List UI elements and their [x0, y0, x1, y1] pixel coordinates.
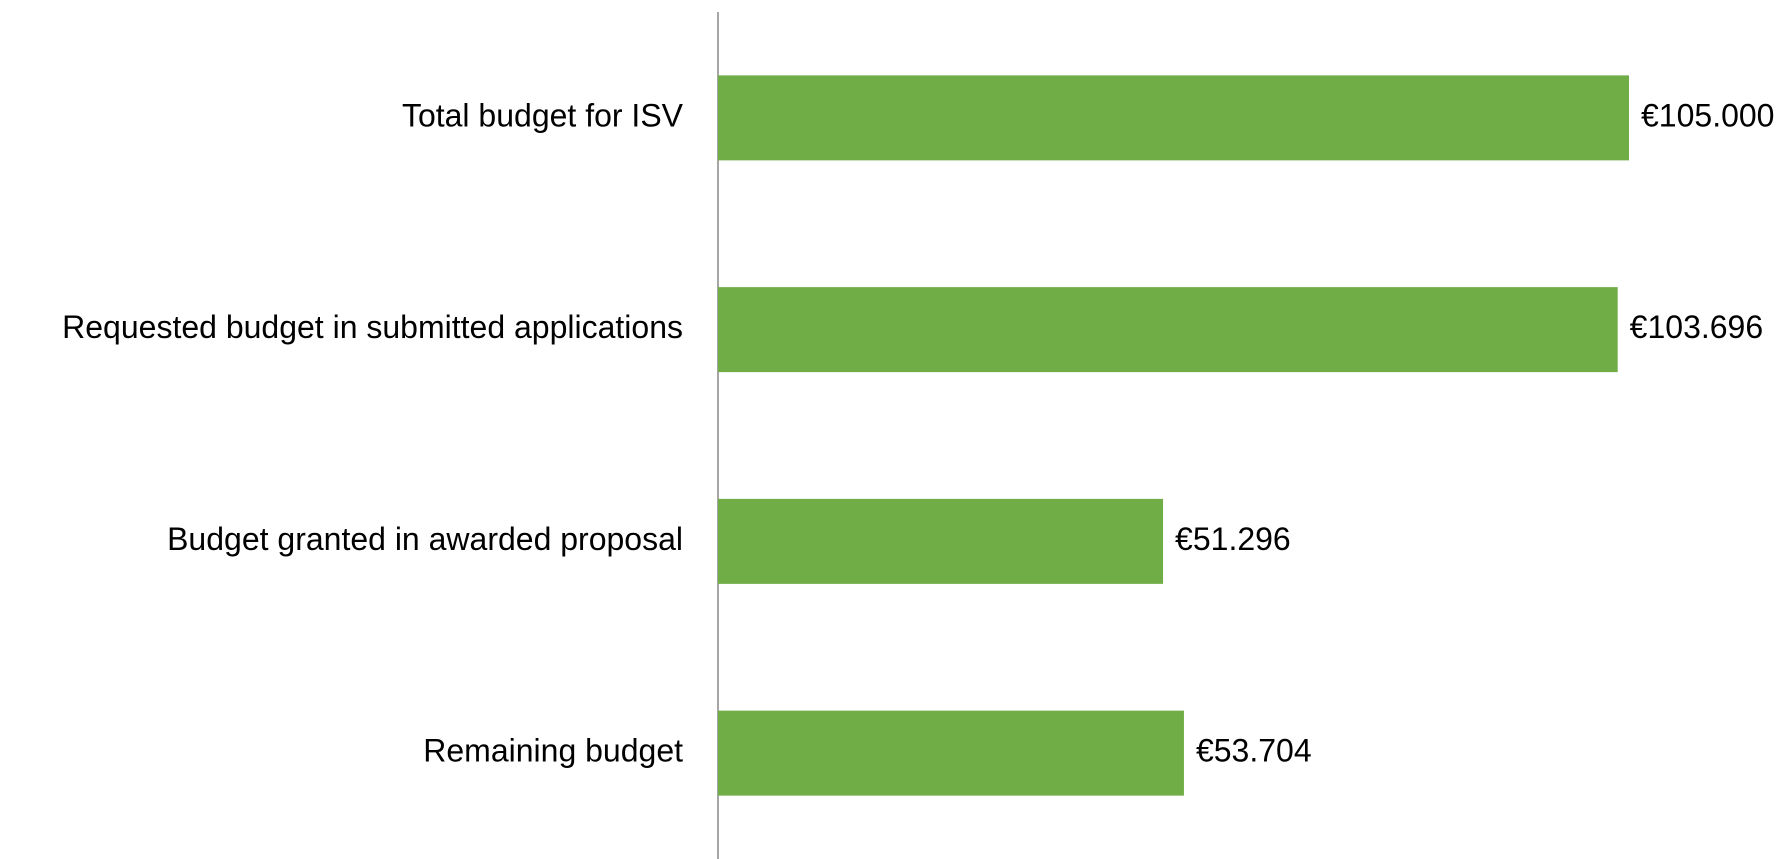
bar [718, 75, 1629, 161]
bar [718, 287, 1618, 373]
category-label: Budget granted in awarded proposal [167, 521, 683, 557]
value-label: €105.000 [1641, 97, 1774, 133]
value-label: €103.696 [1630, 309, 1763, 345]
category-label: Remaining budget [423, 733, 683, 769]
category-label: Requested budget in submitted applicatio… [62, 309, 683, 345]
category-label: Total budget for ISV [402, 97, 684, 133]
bar [718, 498, 1164, 584]
value-label: €53.704 [1196, 733, 1312, 769]
bar [718, 710, 1184, 796]
value-label: €51.296 [1175, 521, 1291, 557]
